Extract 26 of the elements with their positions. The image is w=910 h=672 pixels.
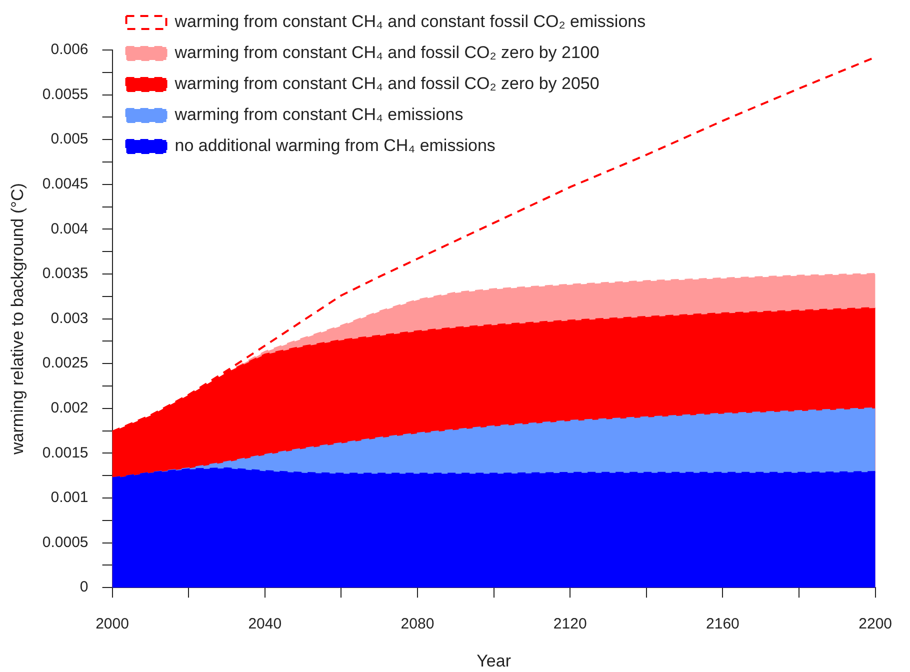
y-tick-label: 0.0035 [42,265,88,282]
y-tick-label: 0.005 [50,130,88,148]
x-tick-label: 2160 [706,616,740,633]
y-tick-label: 0.0015 [42,444,88,462]
legend-label: warming from constant CH₄ emissions [174,105,464,124]
legend-label: warming from constant CH₄ and fossil CO₂ zero by 2050 [174,74,600,94]
y-tick-label: 0 [80,578,88,596]
x-tick-label: 2040 [248,616,282,633]
y-tick-label: 0.0045 [42,176,88,193]
y-tick-label: 0.004 [50,220,88,238]
y-tick-label: 0.002 [50,400,88,417]
y-tick-label: 0.0055 [42,86,88,103]
legend-label: warming from constant CH₄ and constant fossil CO₂ emissions [174,12,646,32]
x-tick-label: 2120 [553,616,587,633]
y-tick-label: 0.001 [50,489,88,506]
x-axis-title: Year [476,651,512,670]
legend-label: warming from constant CH₄ and fossil CO₂ zero by 2100 [174,43,600,62]
y-tick-label: 0.0025 [42,354,88,372]
x-tick-label: 2000 [96,616,129,633]
y-tick-label: 0.0005 [42,534,88,551]
y-tick-label: 0.003 [50,310,88,327]
legend-label: no additional warming from CH₄ emissions [174,136,496,156]
y-axis-title: warming relative to background (°C) [8,183,27,456]
x-tick-label: 2200 [858,616,892,633]
x-tick-label: 2080 [400,616,434,633]
y-tick-label: 0.006 [50,41,88,58]
